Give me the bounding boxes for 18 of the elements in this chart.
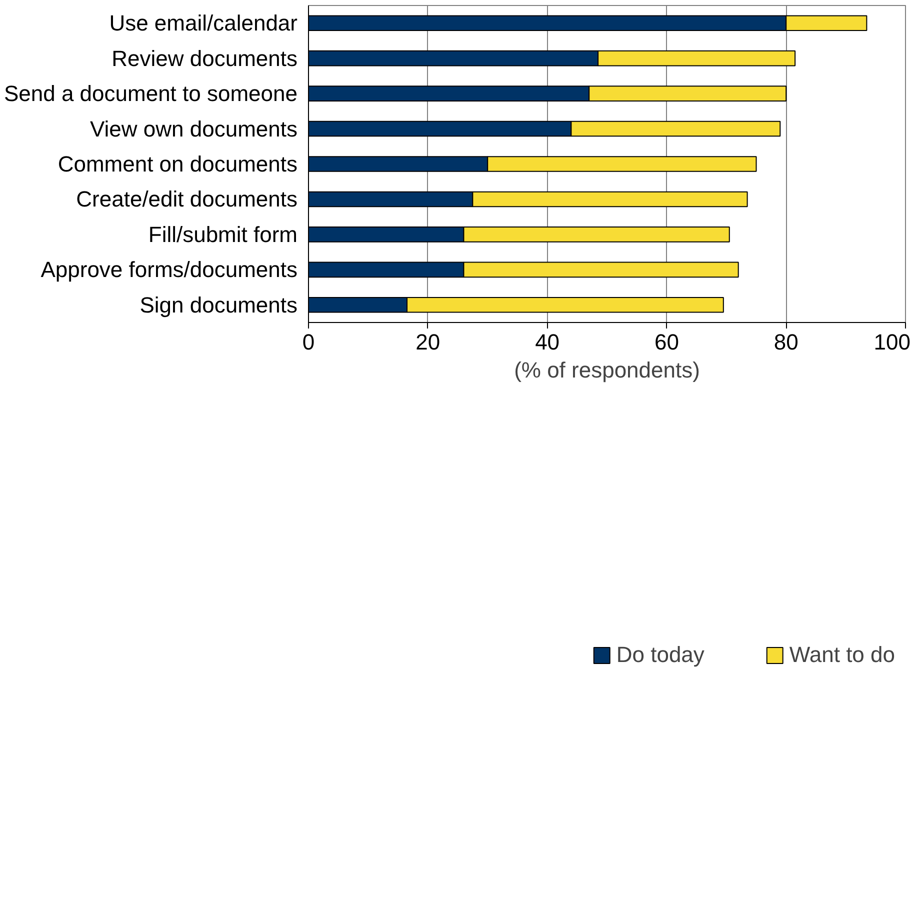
x-tick-label: 80 xyxy=(774,330,798,354)
y-tick-label: Comment on documents xyxy=(58,152,298,176)
x-axis-title: (% of respondents) xyxy=(514,358,700,382)
x-tick-label: 60 xyxy=(654,330,679,354)
y-tick-label: Send a document to someone xyxy=(4,81,298,106)
y-tick-label: Review documents xyxy=(112,46,298,71)
x-tick-label: 100 xyxy=(874,330,911,354)
x-tick-label: 40 xyxy=(535,330,560,354)
y-tick-label: Use email/calendar xyxy=(109,10,298,36)
y-tick-label: Approve forms/documents xyxy=(40,257,298,282)
x-tick-label: 0 xyxy=(302,330,315,354)
y-tick-label: Sign documents xyxy=(140,292,298,318)
legend-label: Do today xyxy=(616,642,704,668)
y-tick-label: Fill/submit form xyxy=(148,222,298,247)
y-tick-label: View own documents xyxy=(90,116,298,142)
y-tick-label: Create/edit documents xyxy=(76,186,298,212)
x-tick-label: 20 xyxy=(416,330,440,354)
legend-label: Want to do xyxy=(789,642,895,668)
